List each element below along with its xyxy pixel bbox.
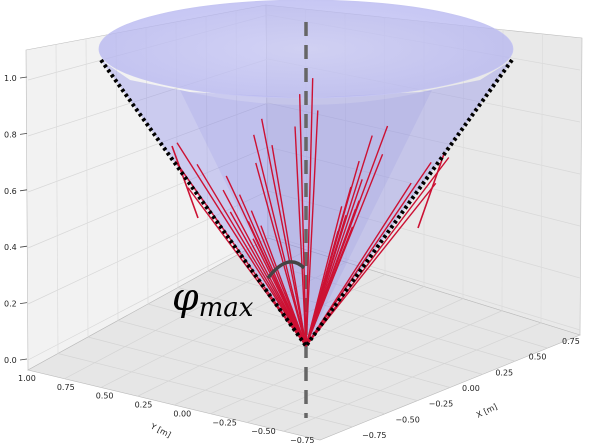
- direction-vector: [252, 238, 307, 347]
- x-axis-label: X [m]: [475, 402, 499, 420]
- x-tick-label: −0.75: [362, 431, 387, 440]
- cone-surface: [101, 60, 512, 346]
- side-vector: [417, 153, 445, 229]
- direction-vector: [305, 226, 354, 347]
- z-tick-label: 0.2: [4, 300, 17, 309]
- direction-vector: [196, 163, 307, 347]
- grid-line: [501, 29, 504, 311]
- grid-line: [540, 33, 543, 323]
- z-tick-mark: [19, 245, 28, 248]
- grid-line: [27, 146, 269, 249]
- phi-subscript: max: [199, 293, 254, 323]
- side-vector: [171, 145, 199, 219]
- z-tick-mark: [19, 133, 28, 135]
- direction-vector: [305, 230, 339, 347]
- cone-boundary-left: [99, 58, 308, 348]
- x-tick-label: 0.75: [562, 337, 580, 346]
- grid-line: [210, 298, 464, 415]
- grid-line: [173, 286, 425, 406]
- direction-vector: [229, 211, 307, 347]
- grid-line: [207, 270, 516, 362]
- z-tick-label: 0.0: [4, 356, 17, 365]
- z-tick-mark: [19, 76, 28, 79]
- y-tick-label: 0.00: [173, 409, 191, 418]
- y-tick-label: 1.00: [18, 374, 36, 383]
- z-tick-mark: [19, 358, 28, 361]
- y-axis-label: Y [m]: [148, 421, 172, 439]
- direction-vector: [260, 225, 307, 347]
- x-tick-label: 0.25: [495, 368, 513, 377]
- direction-vector: [253, 134, 307, 347]
- z-tick-label: 0.4: [4, 243, 17, 252]
- direction-vectors: [171, 78, 450, 347]
- z-tick-label: 0.8: [4, 130, 17, 139]
- x-tick-label: −0.50: [395, 415, 420, 424]
- direction-vector: [305, 78, 314, 347]
- grid-line: [85, 38, 89, 338]
- x-tick-label: −0.25: [429, 400, 454, 409]
- direction-vector: [271, 145, 307, 347]
- direction-vector: [305, 182, 437, 347]
- y-axis-ticks: 1.00 0.75 0.50 0.25 0.00 −0.25 −0.50 −0.75: [18, 374, 315, 445]
- direction-vector: [260, 118, 307, 347]
- direction-vector: [255, 162, 307, 347]
- direction-vector: [222, 189, 307, 347]
- grid-line: [246, 310, 503, 423]
- y-tick-label: −0.25: [212, 418, 237, 427]
- phi-max-arc: [266, 260, 306, 280]
- direction-vector: [299, 94, 307, 347]
- x-axis-ticks: −0.75 −0.50 −0.25 0.00 0.25 0.50 0.75: [362, 337, 580, 440]
- grid-line: [27, 102, 269, 193]
- grid-line: [27, 190, 269, 305]
- y-tick-label: −0.50: [251, 427, 276, 436]
- y-tick-label: 0.75: [57, 383, 75, 392]
- z-tick-mark: [19, 302, 28, 304]
- z-tick-label: 0.6: [4, 187, 17, 196]
- direction-vector: [294, 126, 307, 347]
- y-tick-label: 0.25: [135, 401, 153, 410]
- y-tick-label: −0.75: [290, 436, 315, 445]
- direction-vector: [305, 161, 432, 347]
- direction-vector: [305, 110, 319, 347]
- grid-line: [55, 44, 59, 354]
- y-tick-label: 0.50: [96, 392, 114, 401]
- phi-symbol: φ: [172, 275, 199, 319]
- cone-boundary-right: [304, 58, 514, 348]
- x-tick-label: 0.50: [529, 353, 547, 362]
- grid-line: [283, 322, 542, 432]
- grid-line: [237, 254, 548, 349]
- phi-max-label: φmax: [172, 275, 254, 323]
- direction-vector: [176, 142, 307, 347]
- x-tick-label: 0.00: [462, 384, 480, 393]
- z-tick-mark: [19, 189, 28, 192]
- z-tick-label: 1.0: [4, 74, 17, 83]
- grid-line: [177, 287, 483, 375]
- z-axis-ticks: 0.0 0.2 0.4 0.6 0.8 1.0: [4, 74, 28, 365]
